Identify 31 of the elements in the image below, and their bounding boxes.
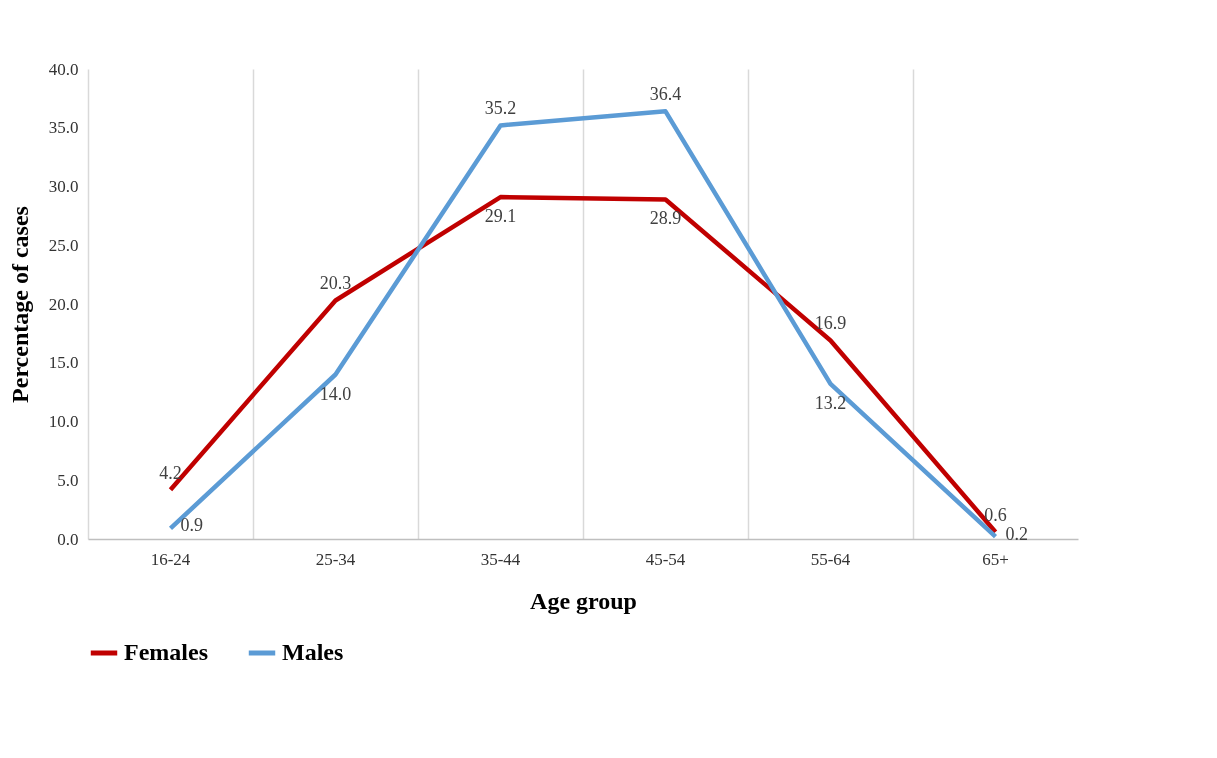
data-label: 35.2	[484, 98, 517, 119]
y-tick-label: 35.0	[48, 118, 79, 138]
x-tick-label: 35-44	[480, 549, 521, 569]
y-tick-label: 0.0	[57, 529, 79, 549]
data-label: 36.4	[649, 84, 682, 105]
data-label: 20.3	[319, 273, 352, 294]
y-tick-label: 30.0	[48, 177, 79, 196]
data-label: 13.2	[814, 392, 847, 413]
x-tick-label: 65+	[982, 549, 1009, 569]
x-tick-label: 45-54	[645, 549, 686, 569]
y-tick-label: 20.0	[48, 294, 79, 314]
x-tick-label: 16-24	[150, 549, 191, 569]
y-tick-label: 10.0	[48, 412, 79, 431]
x-tick-label: 55-64	[810, 549, 851, 569]
x-tick-label: 25-34	[315, 549, 356, 569]
x-axis-title: Age group	[530, 587, 637, 614]
data-label: 4.2	[159, 462, 182, 483]
y-tick-label: 25.0	[48, 235, 79, 255]
y-tick-label: 5.0	[57, 470, 79, 490]
data-label: 0.9	[180, 515, 203, 536]
y-tick-label: 40.0	[48, 59, 79, 79]
data-label: 0.2	[1005, 523, 1028, 544]
data-label: 0.6	[984, 504, 1007, 525]
data-label: 14.0	[319, 383, 352, 404]
legend-label: Females	[124, 639, 208, 665]
y-tick-label: 15.0	[48, 353, 79, 373]
data-label: 29.1	[484, 206, 517, 227]
data-label: 16.9	[814, 313, 847, 334]
legend-label: Males	[282, 639, 344, 665]
y-axis-title: Percentage of cases	[6, 206, 33, 403]
data-label: 28.9	[649, 208, 682, 229]
